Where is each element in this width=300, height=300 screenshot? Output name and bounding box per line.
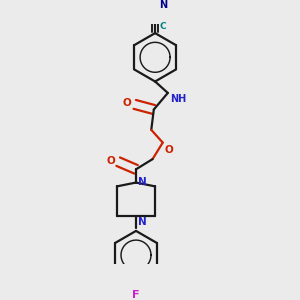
Text: O: O [107, 156, 116, 166]
Text: N: N [137, 217, 146, 227]
Text: O: O [164, 145, 173, 154]
Text: N: N [159, 0, 167, 10]
Text: C: C [159, 22, 166, 31]
Text: N: N [137, 177, 146, 187]
Text: F: F [132, 290, 140, 300]
Text: NH: NH [170, 94, 186, 104]
Text: O: O [123, 98, 132, 108]
